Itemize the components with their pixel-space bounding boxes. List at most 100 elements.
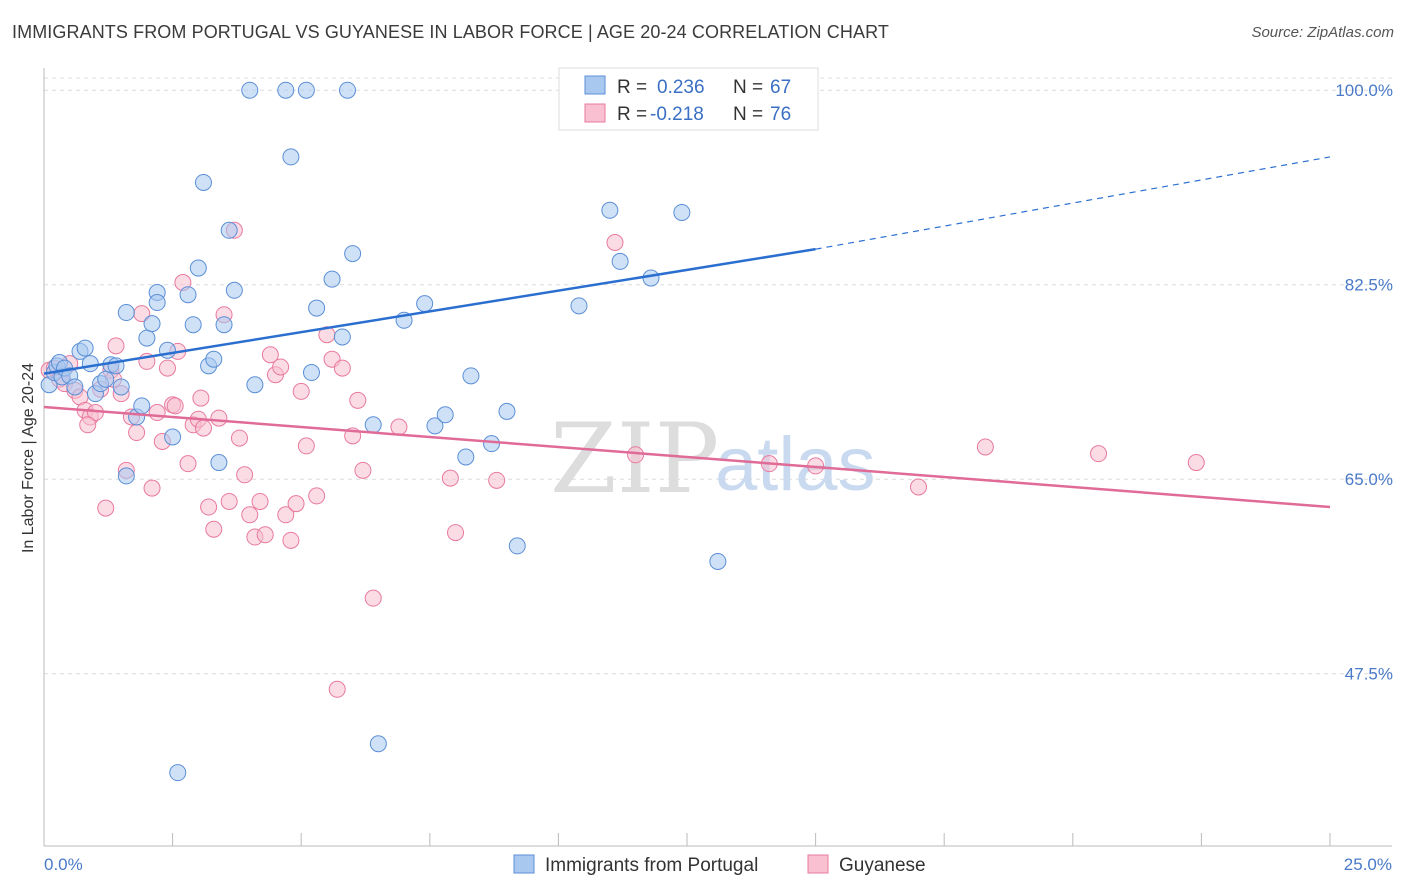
y-tick-label: 100.0% bbox=[1335, 81, 1393, 100]
portugal-point bbox=[323, 270, 341, 288]
legend-r-value-guyanese: -0.218 bbox=[650, 104, 704, 125]
guyanese-point bbox=[251, 492, 269, 510]
guyanese-point bbox=[97, 499, 115, 517]
portugal-point bbox=[416, 295, 434, 313]
portugal-point bbox=[112, 378, 130, 396]
legend-r-label-portugal: R = bbox=[617, 77, 647, 98]
guyanese-point bbox=[308, 487, 326, 505]
portugal-point bbox=[158, 341, 176, 359]
guyanese-point bbox=[200, 498, 218, 516]
guyanese-point bbox=[192, 389, 210, 407]
guyanese-point bbox=[447, 524, 465, 542]
bottom-legend-swatch-guyanese bbox=[807, 854, 829, 874]
top-legend: R = 0.236 N = 67 R = -0.218 N = 76 bbox=[558, 67, 819, 131]
legend-n-label-guyanese: N = bbox=[733, 104, 763, 125]
portugal-point bbox=[277, 81, 295, 99]
portugal-point bbox=[611, 252, 629, 270]
legend-n-value-guyanese: 76 bbox=[770, 104, 791, 125]
portugal-point bbox=[76, 339, 94, 357]
guyanese-point bbox=[261, 346, 279, 364]
portugal-point bbox=[302, 364, 320, 382]
guyanese-point bbox=[158, 359, 176, 377]
y-axis-label: In Labor Force | Age 20-24 bbox=[20, 363, 37, 553]
portugal-point bbox=[184, 316, 202, 334]
portugal-point bbox=[369, 735, 387, 753]
guyanese-point bbox=[627, 446, 645, 464]
legend-n-label-portugal: N = bbox=[733, 77, 763, 98]
guyanese-point bbox=[349, 391, 367, 409]
portugal-point bbox=[344, 245, 362, 263]
guyanese-point bbox=[328, 680, 346, 698]
guyanese-point bbox=[976, 438, 994, 456]
guyanese-point bbox=[107, 337, 125, 355]
portugal-point bbox=[673, 203, 691, 221]
guyanese-trend-line bbox=[43, 405, 1331, 509]
guyanese-point bbox=[128, 424, 146, 442]
bottom-legend-label-portugal: Immigrants from Portugal bbox=[545, 855, 758, 876]
guyanese-point bbox=[354, 461, 372, 479]
y-tick-label: 82.5% bbox=[1345, 276, 1393, 295]
portugal-point bbox=[205, 350, 223, 368]
guyanese-point bbox=[333, 359, 351, 377]
guyanese-point bbox=[148, 404, 166, 422]
guyanese-point bbox=[179, 455, 197, 473]
portugal-point bbox=[498, 402, 516, 420]
axes bbox=[43, 68, 1392, 847]
portugal-trend-line bbox=[43, 247, 816, 375]
portugal-point bbox=[179, 286, 197, 304]
legend-r-value-portugal: 0.236 bbox=[657, 77, 705, 98]
guyanese-point bbox=[230, 429, 248, 447]
guyanese-point bbox=[287, 495, 305, 513]
portugal-point bbox=[215, 316, 233, 334]
portugal-point bbox=[66, 378, 84, 396]
portugal-point bbox=[601, 201, 619, 219]
portugal-point bbox=[117, 304, 135, 322]
guyanese-point bbox=[488, 471, 506, 489]
portugal-point bbox=[117, 467, 135, 485]
legend-swatch-guyanese bbox=[584, 103, 606, 123]
guyanese-point bbox=[1090, 445, 1108, 463]
portugal-point bbox=[194, 173, 212, 191]
portugal-point bbox=[570, 297, 588, 315]
portugal-point bbox=[338, 81, 356, 99]
portugal-point bbox=[210, 454, 228, 472]
portugal-point bbox=[457, 448, 475, 466]
portugal-point bbox=[508, 537, 526, 555]
portugal-point bbox=[308, 299, 326, 317]
portugal-point bbox=[133, 397, 151, 415]
portugal-point bbox=[220, 221, 238, 239]
portugal-point bbox=[97, 370, 115, 388]
bottom-legend-swatch-portugal bbox=[513, 854, 535, 874]
portugal-point bbox=[148, 294, 166, 312]
legend-swatch-portugal bbox=[584, 75, 606, 95]
source-credit: Source: ZipAtlas.com bbox=[1251, 24, 1394, 41]
portugal-point bbox=[436, 406, 454, 424]
guyanese-point bbox=[277, 506, 295, 524]
legend-n-value-portugal: 67 bbox=[770, 77, 791, 98]
guyanese-point bbox=[364, 589, 382, 607]
y-tick-label: 65.0% bbox=[1345, 470, 1393, 489]
portugal-point bbox=[426, 417, 444, 435]
guyanese-point bbox=[272, 358, 290, 376]
guyanese-point bbox=[210, 409, 228, 427]
guyanese-point bbox=[441, 469, 459, 487]
portugal-point bbox=[143, 315, 161, 333]
chart-title: IMMIGRANTS FROM PORTUGAL VS GUYANESE IN … bbox=[12, 22, 889, 42]
portugal-point bbox=[169, 764, 187, 782]
guyanese-point bbox=[194, 419, 212, 437]
guyanese-point bbox=[79, 416, 97, 434]
x-tick-label-max: 25.0% bbox=[1344, 855, 1392, 874]
portugal-point bbox=[333, 328, 351, 346]
legend-r-label-guyanese: R = bbox=[617, 104, 647, 125]
bottom-legend-label-guyanese: Guyanese bbox=[839, 855, 926, 876]
guyanese-point bbox=[143, 479, 161, 497]
trend-lines bbox=[43, 156, 1331, 509]
guyanese-point bbox=[292, 382, 310, 400]
x-tick-label-min: 0.0% bbox=[44, 855, 83, 874]
portugal-point bbox=[462, 367, 480, 385]
y-tick-labels: 47.5% 65.0% 82.5% 100.0% bbox=[1335, 81, 1393, 684]
guyanese-point bbox=[1187, 454, 1205, 472]
portugal-point bbox=[241, 81, 259, 99]
portugal-point bbox=[164, 428, 182, 446]
